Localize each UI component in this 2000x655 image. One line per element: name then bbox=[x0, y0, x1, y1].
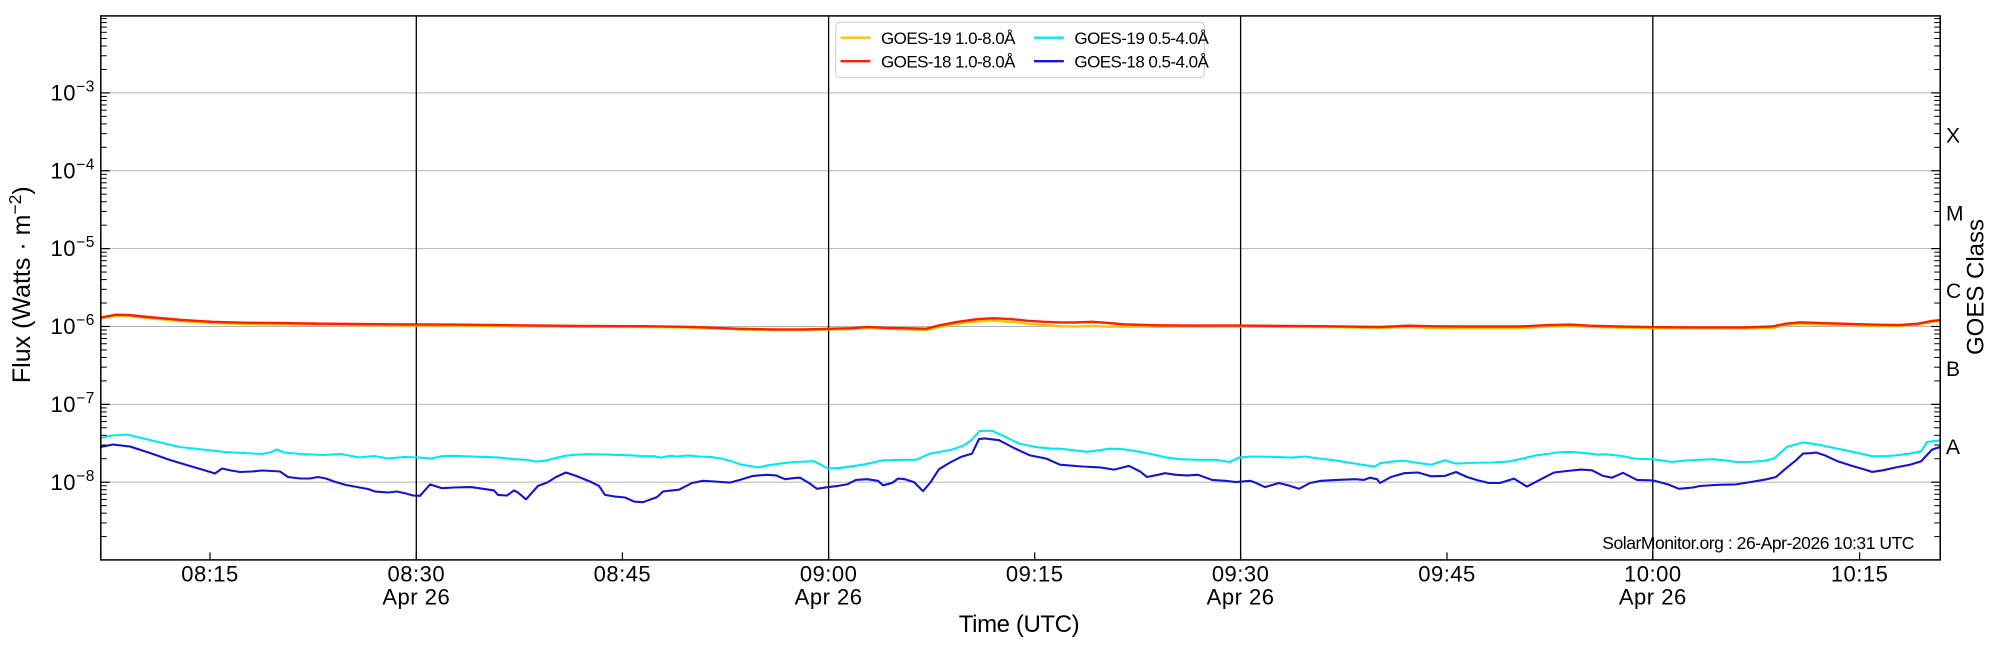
svg-text:Apr 26: Apr 26 bbox=[382, 585, 450, 610]
svg-text:09:15: 09:15 bbox=[1006, 562, 1064, 587]
svg-text:C: C bbox=[1946, 280, 1961, 303]
svg-text:Flux (Watts · m−2): Flux (Watts · m−2) bbox=[5, 186, 36, 383]
svg-text:08:15: 08:15 bbox=[181, 562, 239, 587]
svg-text:Apr 26: Apr 26 bbox=[795, 585, 863, 610]
svg-text:09:30: 09:30 bbox=[1212, 562, 1270, 587]
svg-text:10:00: 10:00 bbox=[1624, 562, 1682, 587]
svg-text:X: X bbox=[1946, 125, 1960, 148]
svg-text:B: B bbox=[1946, 358, 1960, 381]
svg-text:GOES Class: GOES Class bbox=[1963, 219, 1990, 355]
svg-text:GOES-19 0.5-4.0Å: GOES-19 0.5-4.0Å bbox=[1074, 29, 1209, 48]
svg-text:09:00: 09:00 bbox=[800, 562, 858, 587]
svg-text:GOES-18 0.5-4.0Å: GOES-18 0.5-4.0Å bbox=[1074, 52, 1209, 71]
svg-text:A: A bbox=[1946, 436, 1960, 459]
svg-text:10:15: 10:15 bbox=[1831, 562, 1889, 587]
svg-text:09:45: 09:45 bbox=[1418, 562, 1476, 587]
svg-text:08:45: 08:45 bbox=[594, 562, 652, 587]
svg-text:Time (UTC): Time (UTC) bbox=[959, 611, 1079, 638]
svg-text:Apr 26: Apr 26 bbox=[1619, 585, 1687, 610]
svg-text:Apr 26: Apr 26 bbox=[1207, 585, 1275, 610]
svg-text:08:30: 08:30 bbox=[388, 562, 446, 587]
svg-text:GOES-19 1.0-8.0Å: GOES-19 1.0-8.0Å bbox=[881, 29, 1016, 48]
svg-text:GOES-18 1.0-8.0Å: GOES-18 1.0-8.0Å bbox=[881, 52, 1016, 71]
svg-text:10−4: 10−4 bbox=[50, 156, 95, 183]
svg-text:10−3: 10−3 bbox=[50, 79, 95, 106]
svg-text:M: M bbox=[1946, 202, 1964, 225]
svg-text:10−6: 10−6 bbox=[50, 312, 95, 339]
svg-text:SolarMonitor.org : 26-Apr-2026: SolarMonitor.org : 26-Apr-2026 10:31 UTC bbox=[1602, 533, 1914, 553]
